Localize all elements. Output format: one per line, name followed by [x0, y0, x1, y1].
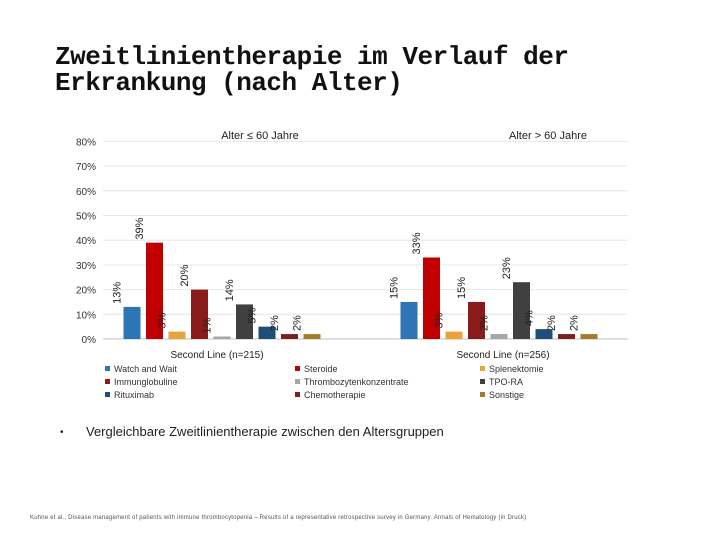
y-tick-label: 0%: [82, 335, 97, 346]
legend-swatch: [480, 366, 485, 371]
legend-swatch: [105, 366, 110, 371]
bar: [513, 282, 530, 339]
grouped-bar-chart: 0% 10% 20% 30% 40% 50% 60% 70% 80% Alter ≤ 60 Jah…: [76, 130, 628, 361]
data-label: 1%: [202, 317, 214, 333]
data-label: 5%: [247, 308, 259, 324]
data-label: 20%: [179, 264, 191, 286]
bar: [213, 336, 231, 339]
bar: [168, 331, 186, 339]
legend-label: Chemotherapie: [304, 389, 366, 400]
legend-item: TPO-RA: [480, 375, 544, 388]
data-label: 3%: [157, 312, 169, 328]
slide-title-line-2: Erkrankung (nach Alter): [55, 68, 403, 98]
x-axis-label: Second Line (n=256): [456, 350, 549, 361]
y-tick-label: 50%: [76, 212, 96, 223]
legend-swatch: [480, 392, 485, 397]
legend-swatch: [295, 392, 300, 397]
legend-item: Sonstige: [480, 388, 544, 401]
bar: [558, 334, 575, 339]
bar: [303, 334, 321, 339]
group-title: Alter ≤ 60 Jahre: [221, 130, 299, 142]
bullet-text: Vergleichbare Zweitlinientherapie zwisch…: [86, 424, 444, 439]
bar: [490, 334, 508, 339]
legend-item: Splenektomie: [480, 362, 544, 375]
x-axis-label: Second Line (n=215): [170, 350, 263, 361]
bar: [123, 306, 141, 339]
slide-title: Zweitlinientherapie im Verlauf der Erkra…: [55, 44, 675, 96]
data-label: 2%: [269, 315, 281, 331]
legend-label: Thrombozytenkonzentrate: [304, 376, 409, 387]
legend-column-3: Splenektomie TPO-RA Sonstige: [480, 362, 544, 401]
legend-swatch: [105, 392, 110, 397]
bar: [191, 289, 208, 339]
y-tick-label: 80%: [76, 137, 96, 148]
y-tick-label: 10%: [76, 310, 96, 321]
legend-swatch: [295, 366, 300, 371]
bar: [281, 334, 298, 339]
data-label: 14%: [224, 279, 236, 301]
bar: [423, 257, 440, 339]
y-tick-label: 70%: [76, 162, 96, 173]
data-label: 13%: [112, 282, 124, 304]
source-citation: Kuhne et al., Disease management of pati…: [30, 515, 527, 521]
data-label: 4%: [524, 310, 536, 326]
legend-label: TPO-RA: [489, 376, 524, 387]
legend-swatch: [105, 379, 110, 384]
legend-item: Steroide: [295, 362, 409, 375]
legend-item: Rituximab: [105, 388, 178, 401]
bar: [236, 304, 253, 339]
legend-item: Immunglobuline: [105, 375, 178, 388]
legend-item: Thrombozytenkonzentrate: [295, 375, 409, 388]
legend-column-2: Steroide Thrombozytenkonzentrate Chemother…: [295, 362, 409, 401]
group-title: Alter > 60 Jahre: [509, 130, 587, 142]
data-label: 33%: [411, 232, 423, 254]
bar: [146, 242, 163, 339]
bullet-point: • Vergleichbare Zweitlinientherapie zwis…: [60, 424, 444, 441]
bar: [535, 329, 553, 339]
bar: [400, 301, 418, 339]
legend-item: Chemotherapie: [295, 388, 409, 401]
legend-label: Splenektomie: [489, 363, 544, 374]
bar: [445, 331, 463, 339]
data-label: 3%: [434, 312, 446, 328]
y-tick-label: 20%: [76, 286, 96, 297]
data-label: 23%: [501, 257, 513, 279]
data-label: 2%: [479, 315, 491, 331]
data-label: 2%: [546, 315, 558, 331]
legend-column-1: Watch and Wait Immunglobuline Rituximab: [105, 362, 178, 401]
bullet-dot-icon: •: [60, 427, 64, 438]
slide-title-line-1: Zweitlinientherapie im Verlauf der: [55, 42, 569, 72]
legend-swatch: [295, 379, 300, 384]
data-label: 2%: [292, 315, 304, 331]
y-tick-label: 40%: [76, 236, 96, 247]
bar: [580, 334, 598, 339]
legend-label: Sonstige: [489, 389, 525, 400]
legend-label: Immunglobuline: [114, 376, 178, 387]
bar: [468, 301, 485, 339]
legend-swatch: [480, 379, 485, 384]
legend-label: Steroide: [304, 363, 338, 374]
data-label: 39%: [134, 217, 146, 239]
legend-label: Rituximab: [114, 389, 155, 400]
data-label: 15%: [389, 277, 401, 299]
y-tick-label: 30%: [76, 261, 96, 272]
legend-item: Watch and Wait: [105, 362, 178, 375]
data-label: 15%: [456, 277, 468, 299]
legend-label: Watch and Wait: [114, 363, 177, 374]
data-label: 2%: [569, 315, 581, 331]
bar: [258, 326, 276, 339]
y-tick-label: 60%: [76, 187, 96, 198]
